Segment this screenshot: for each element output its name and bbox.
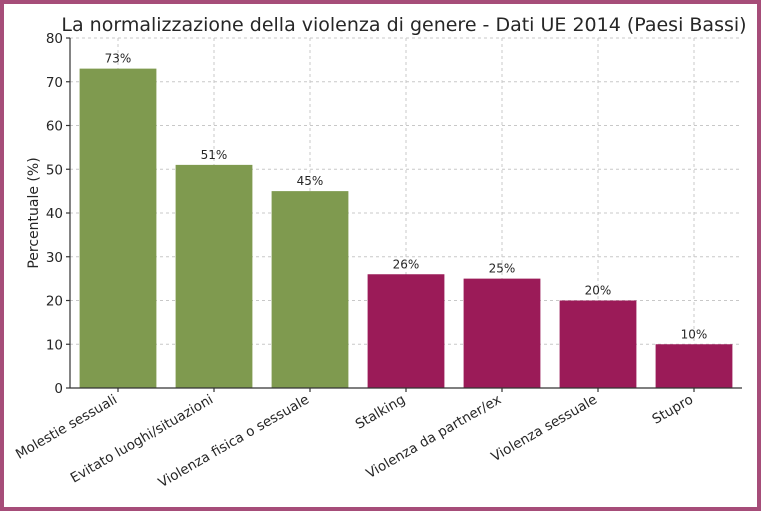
bars	[79, 68, 733, 388]
chart-title: La normalizzazione della violenza di gen…	[61, 14, 746, 36]
bar	[463, 278, 541, 388]
y-tick-label: 40	[46, 206, 63, 222]
data-label: 20%	[585, 284, 612, 298]
data-label: 25%	[489, 262, 516, 276]
y-tick-label: 0	[54, 381, 63, 397]
y-tick-label: 70	[46, 75, 63, 91]
bar	[655, 344, 733, 388]
data-label: 26%	[393, 257, 420, 271]
x-tick-label: Violenza fisica o sessuale	[156, 392, 312, 492]
bar	[271, 191, 349, 388]
y-tick-label: 20	[46, 294, 63, 310]
y-tick-label: 50	[46, 162, 63, 178]
x-tick-label: Stalking	[353, 392, 408, 433]
data-label: 45%	[297, 174, 324, 188]
x-tick-label: Violenza sessuale	[488, 392, 600, 466]
y-tick-label: 60	[46, 119, 63, 135]
y-tick-label: 30	[46, 250, 63, 266]
y-tick-label: 10	[46, 337, 63, 353]
axes	[66, 37, 742, 392]
y-tick-label: 80	[46, 31, 63, 47]
bar	[79, 68, 157, 388]
bar	[367, 274, 445, 388]
data-label: 51%	[201, 148, 228, 162]
y-axis-label: Percentuale (%)	[26, 157, 42, 268]
bar	[175, 164, 253, 388]
bar	[559, 300, 637, 388]
data-label: 10%	[681, 327, 708, 341]
x-tick-label: Stupro	[649, 392, 696, 428]
data-label: 73%	[105, 52, 132, 66]
